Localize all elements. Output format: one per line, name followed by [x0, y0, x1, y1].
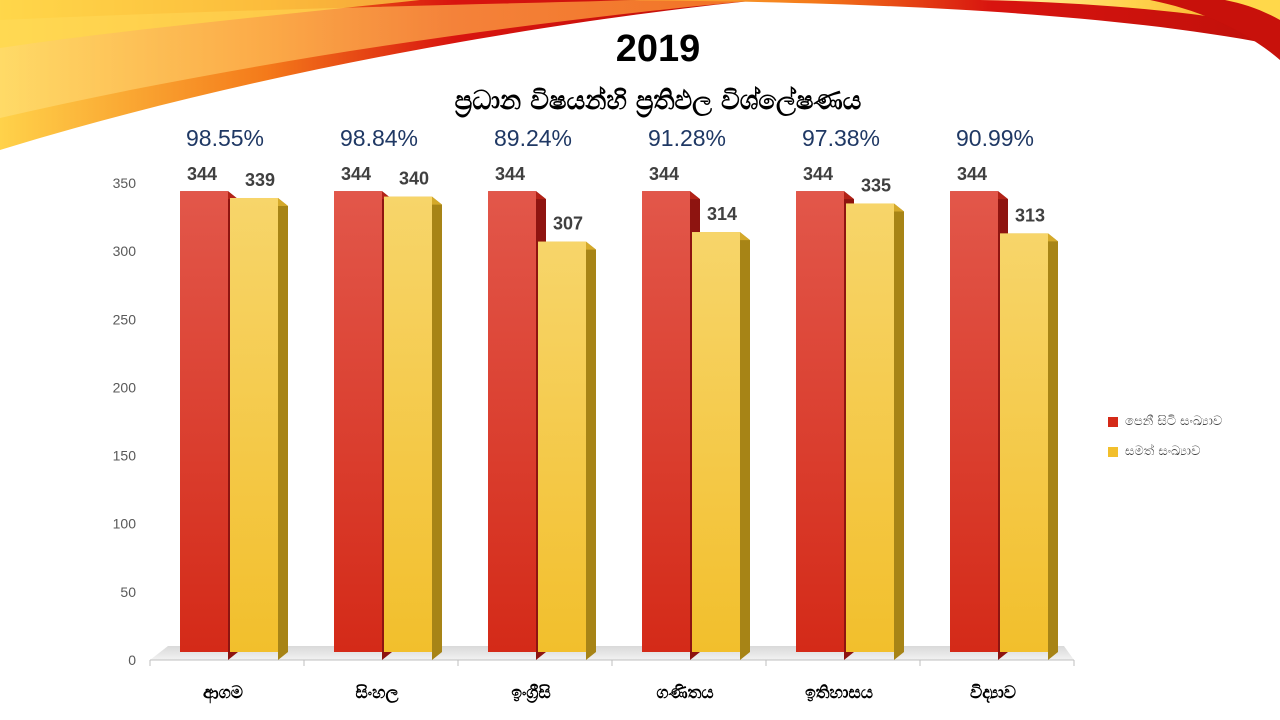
bar-pass-side: [1048, 233, 1058, 660]
legend-item: පෙනී සිටි සංඛ්‍යාව: [1108, 414, 1222, 429]
chart-title: 2019: [615, 28, 701, 70]
data-label-sat: 344: [495, 164, 525, 184]
x-tick-label: ආගම: [203, 683, 243, 704]
x-tick-label: විද්‍යාව: [970, 683, 1016, 704]
data-label-pass: 314: [707, 204, 737, 224]
data-label-sat: 344: [187, 164, 217, 184]
bar-pass-front: [692, 232, 740, 652]
legend-swatch: [1108, 416, 1118, 427]
bar-sat-front: [180, 191, 228, 653]
bar-sat: [180, 191, 238, 661]
data-label-pass: 307: [553, 214, 583, 234]
bar-sat-front: [488, 191, 536, 653]
data-label-sat: 344: [341, 164, 371, 184]
chart-legend: පෙනී සිටි සංඛ්‍යාව සමත් සංඛ්‍යාව: [1108, 414, 1222, 474]
y-tick-label: 100: [113, 516, 137, 532]
y-tick-label: 300: [113, 243, 137, 259]
data-label-sat: 344: [803, 164, 833, 184]
legend-label: පෙනී සිටි සංඛ්‍යාව: [1125, 414, 1223, 429]
legend-label: සමත් සංඛ්‍යාව: [1125, 444, 1201, 459]
bar-pass-side: [740, 232, 750, 660]
data-label-pass: 313: [1015, 205, 1045, 225]
data-label-sat: 344: [957, 164, 987, 184]
data-label-sat: 344: [649, 164, 679, 184]
y-tick-label: 150: [113, 448, 137, 464]
bar-pass-front: [230, 197, 278, 652]
x-tick-label: ගණිතය: [656, 683, 713, 703]
bar-pass-front: [1000, 233, 1048, 652]
bar-sat-front: [334, 191, 382, 653]
bar-sat: [334, 191, 392, 661]
pass-rate-label: 91.28%: [648, 125, 726, 151]
bar-sat-front: [796, 191, 844, 653]
bar-pass-side: [278, 197, 288, 660]
y-tick-label: 0: [128, 652, 136, 668]
data-label-pass: 335: [861, 175, 891, 195]
legend-item: සමත් සංඛ්‍යාව: [1108, 444, 1222, 459]
bar-pass-front: [384, 196, 432, 652]
x-tick-label: ඉංග්‍රීසි: [511, 683, 550, 704]
data-label-pass: 340: [399, 169, 429, 189]
bar-pass: [538, 241, 596, 661]
bar-sat: [488, 191, 546, 661]
pass-rate-label: 97.38%: [802, 125, 880, 151]
data-label-pass: 339: [245, 170, 275, 190]
y-tick-label: 350: [113, 175, 137, 191]
y-tick-label: 50: [120, 584, 136, 600]
bar-pass-front: [846, 203, 894, 652]
legend-swatch: [1108, 446, 1118, 457]
bar-sat: [796, 191, 854, 661]
pass-rate-label: 90.99%: [956, 125, 1034, 151]
bar-pass-front: [538, 241, 586, 653]
bar-sat-front: [950, 191, 998, 653]
header-banner-swoosh: [0, 0, 1280, 150]
bar-pass-side: [894, 203, 904, 660]
y-tick-label: 200: [113, 379, 137, 395]
bar-pass-side: [586, 241, 596, 661]
pass-rate-label: 98.84%: [340, 125, 418, 151]
bar-sat-front: [642, 191, 690, 653]
bar-sat: [642, 191, 700, 661]
y-tick-label: 250: [113, 311, 137, 327]
chart-subtitle: ප්‍රධාන විෂයන්හි ප්‍රතිඵල විශ්ලේෂණය: [454, 86, 862, 116]
pass-rate-label: 89.24%: [494, 125, 572, 151]
chart-floor: [150, 646, 1074, 660]
x-tick-label: සිංහල: [356, 683, 399, 704]
x-tick-label: ඉතිහාසය: [805, 683, 873, 703]
bar-pass: [846, 203, 904, 660]
bar-sat: [950, 191, 1008, 661]
pass-rate-label: 98.55%: [186, 125, 264, 151]
bar-pass-side: [432, 196, 442, 660]
bar-pass: [230, 197, 288, 660]
bar-pass: [384, 196, 442, 660]
bar-pass: [692, 232, 750, 660]
bar-pass: [1000, 233, 1058, 660]
